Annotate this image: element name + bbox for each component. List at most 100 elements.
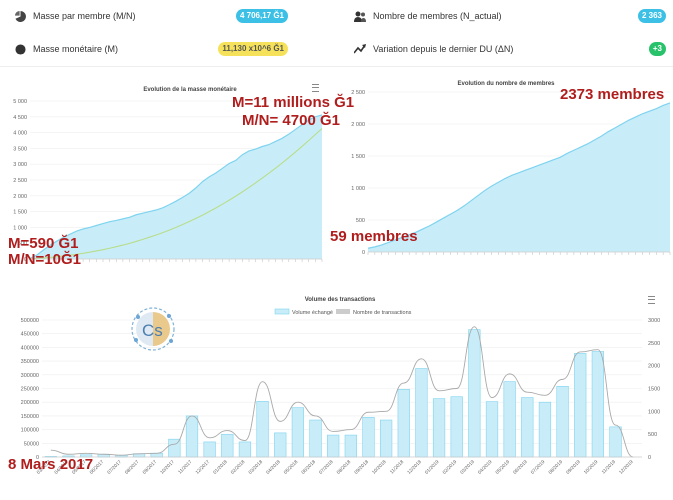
bar bbox=[221, 433, 234, 458]
transactions-line bbox=[50, 326, 634, 458]
y-tick-label: 1 500 bbox=[13, 210, 27, 216]
chart-nombre-membres: Evolution du nombre de membres 0 500 1 000… bbox=[336, 76, 673, 286]
x-tick-label: 06/2018 bbox=[300, 459, 317, 476]
stats-panel: Masse par membre (M/N) 4 706,17 Ğ1 Masse… bbox=[0, 0, 673, 70]
bar bbox=[185, 415, 199, 458]
cesium-logo: Cs bbox=[131, 307, 175, 351]
x-tick-label: 12/2017 bbox=[195, 459, 212, 476]
bar bbox=[591, 351, 605, 458]
coin-icon bbox=[14, 43, 26, 55]
stat-badge: 4 706,17 Ğ1 bbox=[235, 9, 288, 23]
legend-label-volume: Volume échangé bbox=[292, 310, 333, 316]
chart-1-svg: 0 500 1 000 1 500 2 000 2 500 3 000 3 500 4 000 4… bbox=[13, 99, 323, 263]
bar bbox=[397, 389, 410, 458]
y-tick-label: 1 000 bbox=[351, 186, 365, 192]
y-tick-label: 200000 bbox=[21, 400, 39, 406]
chart-volume-transactions: Volume des transactions 0 50000 100000 1500… bbox=[0, 290, 673, 500]
y-tick-label: 2 000 bbox=[351, 122, 365, 128]
y-tick-label: 4 500 bbox=[13, 115, 27, 121]
x-tick-label: 09/2018 bbox=[353, 459, 370, 476]
y-tick-label: 500 bbox=[18, 241, 27, 247]
bar bbox=[379, 419, 393, 458]
chart-3-svg: 0 50000 100000 150000 200000 250000 300000 3500… bbox=[21, 308, 660, 476]
menu-icon[interactable] bbox=[312, 84, 319, 92]
y-tick-label: 0 bbox=[362, 250, 365, 256]
annotation-m-top: M=11 millions Ğ1 bbox=[232, 94, 355, 111]
x-tick-label: 07/2017 bbox=[106, 459, 123, 476]
y-tick-label: 0 bbox=[36, 455, 39, 461]
stat-label: Masse par membre (M/N) bbox=[33, 11, 136, 21]
annotation-mn-top: M/N= 4700 Ğ1 bbox=[242, 112, 340, 129]
stat-masse-membre: Masse par membre (M/N) bbox=[14, 10, 136, 22]
y-tick-label: 400000 bbox=[21, 345, 39, 351]
y-tick-label: 1 500 bbox=[351, 154, 365, 160]
y2-tick-label: 1000 bbox=[648, 409, 660, 415]
pie-chart-icon bbox=[14, 10, 26, 22]
stat-nombre-membres: Nombre de membres (N_actual) bbox=[354, 10, 502, 22]
x-tick-label: 11/2017 bbox=[177, 459, 193, 475]
x-tick-label: 01/2019 bbox=[424, 459, 441, 476]
x-tick-label: 12/2019 bbox=[618, 459, 635, 476]
x-tick-label: 08/2018 bbox=[336, 459, 353, 476]
stat-label: Nombre de membres (N_actual) bbox=[373, 11, 502, 21]
y-tick-label: 5 000 bbox=[13, 99, 27, 105]
y2-tick-label: 2500 bbox=[648, 341, 660, 347]
stat-masse-monetaire: Masse monétaire (M) bbox=[14, 43, 118, 55]
x-tick-label: 06/2019 bbox=[512, 459, 529, 476]
legend-label-transactions: Nombre de transactions bbox=[353, 310, 412, 316]
bar bbox=[574, 353, 587, 458]
x-tick-label: 08/2017 bbox=[124, 459, 141, 476]
annotation-members-top: 2373 membres bbox=[560, 86, 665, 103]
y-tick-label: 500 bbox=[356, 218, 365, 224]
y-tick-label: 100000 bbox=[21, 428, 39, 434]
series-line bbox=[29, 114, 323, 259]
y-tick-label: 1 000 bbox=[13, 225, 27, 231]
x-tick-label: 04/2018 bbox=[265, 459, 282, 476]
chart-2-svg: 0 500 1 000 1 500 2 000 2 500 bbox=[351, 90, 671, 256]
bar bbox=[309, 419, 322, 458]
bar bbox=[450, 396, 463, 458]
legend-swatch-volume bbox=[274, 308, 290, 315]
x-tick-label: 09/2019 bbox=[565, 459, 582, 476]
y-tick-label: 250000 bbox=[21, 387, 39, 393]
annotation-mn-bottom: M/N=10Ğ1 bbox=[8, 251, 81, 268]
y-tick-label: 350000 bbox=[21, 359, 39, 365]
bar bbox=[609, 426, 622, 458]
x-tick-label: 10/2017 bbox=[159, 459, 176, 476]
users-icon bbox=[354, 10, 366, 22]
y-tick-label: 150000 bbox=[21, 414, 39, 420]
y-tick-label: 500000 bbox=[21, 318, 39, 324]
stat-label: Variation depuis le dernier DU (ΔN) bbox=[373, 44, 514, 54]
y2-tick-label: 2000 bbox=[648, 364, 660, 370]
bar bbox=[521, 397, 534, 458]
y-tick-label: 2 500 bbox=[13, 178, 27, 184]
y2-tick-label: 3000 bbox=[648, 318, 660, 324]
y-tick-label: 3 500 bbox=[13, 146, 27, 152]
x-tick-label: 11/2018 bbox=[389, 459, 405, 475]
y2-tick-label: 1500 bbox=[648, 387, 660, 393]
trend-icon bbox=[354, 43, 366, 55]
legend-swatch-transactions bbox=[336, 309, 350, 314]
y-tick-label: 2 000 bbox=[13, 194, 27, 200]
x-tick-label: 03/2018 bbox=[247, 459, 264, 476]
x-tick-label: 10/2019 bbox=[583, 459, 600, 476]
x-tick-label: 12/2018 bbox=[406, 459, 423, 476]
annotation-start-date: 8 Mars 2017 bbox=[8, 456, 94, 473]
y-tick-label: 3 000 bbox=[13, 162, 27, 168]
y-tick-label: 300000 bbox=[21, 373, 39, 379]
bar bbox=[432, 398, 446, 458]
bar bbox=[468, 329, 481, 458]
series-line bbox=[367, 102, 671, 249]
bar bbox=[327, 434, 340, 458]
x-tick-label: 10/2018 bbox=[371, 459, 388, 476]
bar bbox=[556, 386, 569, 458]
y2-tick-label: 0 bbox=[648, 455, 651, 461]
bar bbox=[485, 401, 499, 458]
y2-tick-label: 500 bbox=[648, 432, 657, 438]
x-tick-label: 03/2019 bbox=[459, 459, 476, 476]
menu-icon[interactable] bbox=[648, 296, 655, 304]
x-tick-label: 04/2019 bbox=[477, 459, 494, 476]
svg-text:Cs: Cs bbox=[142, 321, 163, 340]
chart-title: Volume des transactions bbox=[304, 297, 376, 303]
annotation-m-bottom: M=590 Ğ1 bbox=[8, 235, 79, 252]
